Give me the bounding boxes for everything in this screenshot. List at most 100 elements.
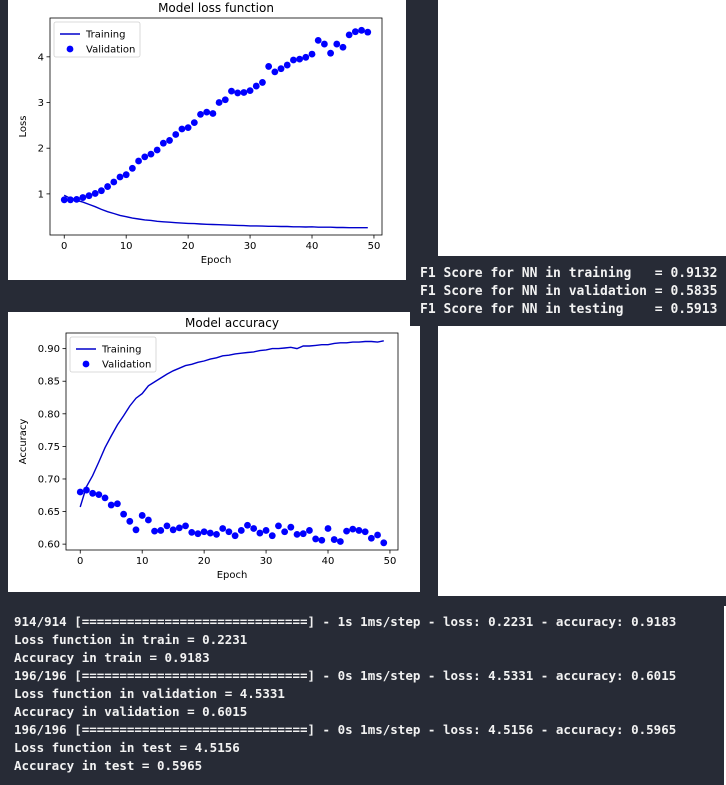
validation-point <box>98 187 105 195</box>
legend-label: Validation <box>102 360 151 371</box>
validation-point <box>221 96 229 104</box>
f1-score-line: F1 Score for NN in testing = 0.5913 <box>420 302 718 317</box>
validation-point <box>231 532 239 540</box>
validation-point <box>240 89 248 96</box>
x-tick-label: 10 <box>120 241 133 252</box>
validation-point <box>277 65 285 73</box>
validation-point <box>358 26 365 34</box>
console-line: 196/196 [==============================]… <box>14 722 677 737</box>
validation-point <box>190 119 198 127</box>
console-line: Loss function in train = 0.2231 <box>14 632 248 647</box>
legend-label: Training <box>85 30 125 41</box>
validation-point <box>330 536 338 543</box>
validation-point <box>349 525 357 533</box>
validation-point <box>237 527 245 534</box>
y-tick-label: 0.70 <box>38 474 60 485</box>
validation-point <box>299 530 307 538</box>
validation-point <box>281 528 289 536</box>
y-axis-label: Loss <box>18 116 29 138</box>
x-tick-label: 30 <box>244 241 257 252</box>
y-tick-label: 0.80 <box>38 409 60 420</box>
validation-point <box>302 53 310 61</box>
y-tick-label: 0.65 <box>38 507 60 518</box>
validation-point <box>364 28 372 36</box>
validation-point <box>89 489 97 497</box>
x-tick-label: 40 <box>322 556 335 567</box>
validation-point <box>67 196 74 204</box>
validation-point <box>60 196 68 204</box>
validation-point <box>153 146 161 154</box>
console-line: Loss function in validation = 4.5331 <box>14 686 285 701</box>
validation-point <box>169 526 177 534</box>
validation-point <box>380 539 388 547</box>
validation-point <box>275 522 282 530</box>
validation-point <box>345 31 353 39</box>
f1-score-line: F1 Score for NN in training = 0.9132 <box>420 266 718 281</box>
validation-point <box>265 63 273 70</box>
validation-point <box>308 50 316 58</box>
validation-point <box>116 173 124 181</box>
chart-title: Model loss function <box>158 1 274 15</box>
validation-point <box>114 500 121 508</box>
validation-point <box>138 512 146 519</box>
x-tick-label: 50 <box>368 241 381 252</box>
output-background-bottom <box>0 596 726 606</box>
validation-point <box>194 530 202 538</box>
legend-label: Training <box>101 345 141 356</box>
validation-point <box>79 194 87 201</box>
y-axis-label: Accuracy <box>18 419 29 465</box>
validation-point <box>178 125 186 133</box>
output-background-strip <box>0 596 4 785</box>
validation-point <box>184 124 192 132</box>
validation-point <box>95 491 103 499</box>
y-tick-label: 0.85 <box>38 377 60 388</box>
console-line: Accuracy in validation = 0.6015 <box>14 704 248 719</box>
loss-chart: Model loss function 0 10 20 30 40 50 1 2 3 4 Epoch L… <box>8 0 406 280</box>
validation-point <box>234 89 242 97</box>
validation-point <box>339 43 347 51</box>
validation-point <box>228 87 235 95</box>
x-tick-label: 20 <box>182 241 195 252</box>
validation-point <box>271 68 279 76</box>
validation-point <box>126 517 134 525</box>
validation-point <box>163 522 171 530</box>
validation-point <box>355 527 363 534</box>
chart-title: Model accuracy <box>185 316 279 330</box>
validation-point <box>290 56 297 64</box>
validation-point <box>374 531 381 539</box>
validation-point <box>259 79 266 86</box>
validation-point <box>188 529 196 536</box>
series-line-training <box>63 194 368 229</box>
validation-point <box>312 535 320 543</box>
series-line-training <box>79 340 384 508</box>
y-tick-label: 2 <box>38 144 44 155</box>
y-tick-label: 1 <box>38 189 44 200</box>
legend-marker-dot <box>66 45 74 53</box>
legend-box <box>69 336 157 373</box>
validation-point <box>122 171 130 179</box>
validation-point <box>159 139 167 147</box>
x-axis-label: Epoch <box>217 570 248 581</box>
validation-point <box>306 527 313 534</box>
validation-point <box>147 150 155 158</box>
validation-point <box>327 49 334 57</box>
validation-point <box>128 164 136 172</box>
y-tick-label: 4 <box>38 52 44 63</box>
validation-point <box>200 528 208 536</box>
loss-chart-svg: Model loss function 0 10 20 30 40 50 1 2 3 4 Epoch L… <box>8 0 406 280</box>
validation-point <box>351 28 359 36</box>
validation-point <box>283 61 291 69</box>
y-tick-label: 0.75 <box>38 442 60 453</box>
validation-point <box>209 110 217 117</box>
validation-point <box>287 523 295 531</box>
validation-point <box>318 536 326 544</box>
validation-point <box>104 183 112 190</box>
accuracy-chart-svg: Model accuracy 0 10 20 30 40 50 0.60 0.65 0.70 0.7… <box>8 312 420 592</box>
validation-point <box>157 527 165 534</box>
f1-score-output: F1 Score for NN in training = 0.9132 F1 … <box>410 256 726 326</box>
legend-label: Validation <box>86 45 135 56</box>
validation-point <box>256 529 264 537</box>
validation-point <box>219 525 227 532</box>
validation-point <box>293 530 301 538</box>
console-line: Loss function in test = 4.5156 <box>14 740 240 755</box>
